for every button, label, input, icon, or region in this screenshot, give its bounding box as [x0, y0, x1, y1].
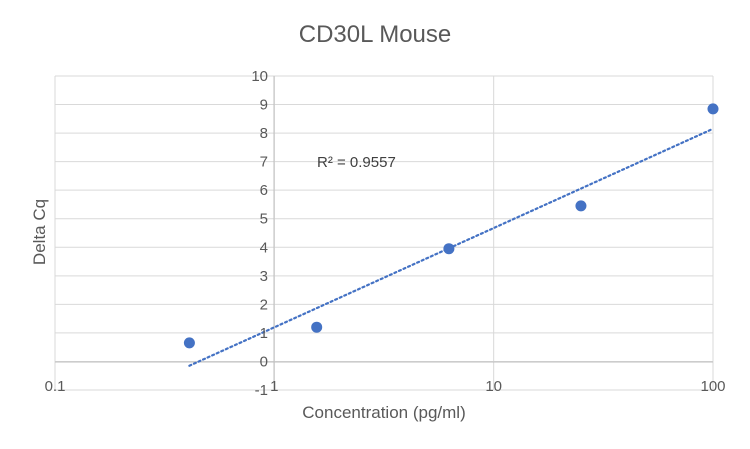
x-tick-label: 100: [700, 378, 725, 395]
data-points: [183, 103, 719, 349]
y-tick-label: 5: [260, 211, 268, 228]
data-point: [311, 321, 323, 333]
y-tick-label: 8: [260, 125, 268, 142]
y-tick-label: 7: [260, 154, 268, 171]
y-tick-label: 10: [251, 68, 268, 85]
chart-title: CD30L Mouse: [299, 21, 452, 48]
y-tick-label: 1: [260, 325, 268, 342]
x-axis-title: Concentration (pg/ml): [302, 403, 465, 422]
data-point: [183, 337, 195, 349]
data-point: [707, 103, 719, 115]
y-tick-label: 4: [260, 239, 268, 256]
x-tick-label: 10: [485, 378, 502, 395]
x-tick-label: 1: [270, 378, 278, 395]
axes: [55, 76, 713, 390]
y-tick-label: 9: [260, 97, 268, 114]
x-tick-label: 0.1: [45, 378, 66, 395]
y-tick-label: 2: [260, 296, 268, 313]
y-tick-label: 6: [260, 182, 268, 199]
data-point: [443, 243, 455, 255]
y-tick-label: -1: [255, 382, 268, 399]
data-point: [575, 200, 587, 212]
grid: [54, 75, 714, 391]
y-tick-label: 0: [260, 353, 268, 370]
y-tick-label: 3: [260, 268, 268, 285]
y-axis-title: Delta Cq: [30, 199, 49, 265]
r-squared-annotation: R² = 0.9557: [317, 154, 396, 171]
